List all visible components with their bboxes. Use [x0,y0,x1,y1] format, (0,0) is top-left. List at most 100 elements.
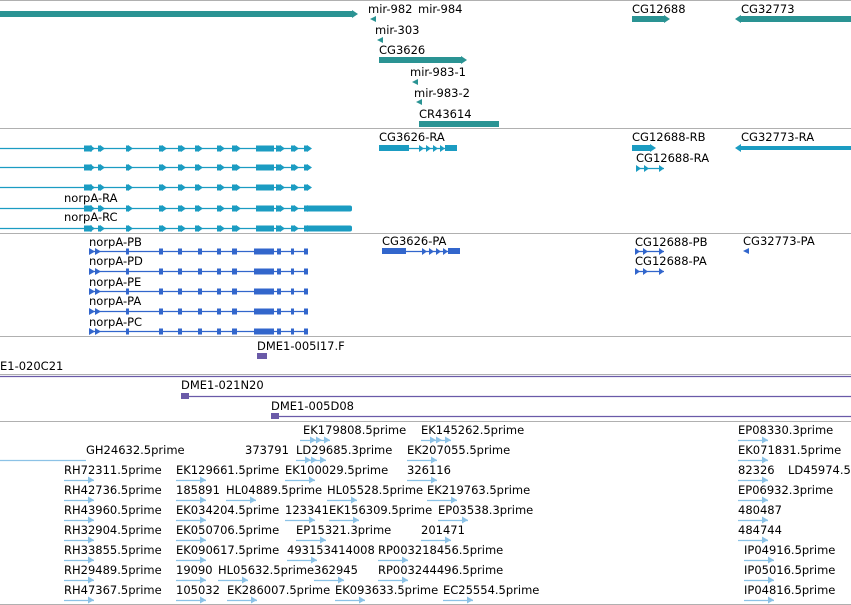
strand-arrow [436,436,442,444]
ek071831-5prime-label: EK071831.5prime [738,443,841,457]
cg12688-glyph[interactable] [632,16,664,22]
norpa-pe-label: norpA-PE [89,275,141,289]
norpa-pd-label: norpA-PD [89,254,143,268]
exon-block [382,248,406,254]
strand-arrow [89,268,101,275]
norpa-rc-glyph[interactable] [0,225,352,232]
ek219763-5prime-label: EK219763.5prime [427,483,530,497]
ek286007-5prime-label: EK286007.5prime [227,583,330,597]
hl05632-5prime-label: HL05632.5prime [218,563,314,577]
norpa-pd-glyph[interactable] [89,268,308,275]
exon-block [178,225,182,232]
norpa-pe-glyph[interactable] [89,288,308,295]
strand-arrow [280,225,285,232]
strand-arrow [181,225,186,232]
rp003244496-5prime-label: RP003244496.5prime [378,563,503,577]
cr43614-label: CR43614 [419,107,472,121]
transcripts-feature-1-glyph[interactable] [0,164,312,171]
cg12688-rb-glyph[interactable] [632,145,650,151]
exon-block [291,145,294,152]
ep15321-3prime-label: EP15321.3prime [296,523,391,537]
strand-arrow [88,556,94,564]
norpa-pa-glyph[interactable] [89,308,308,315]
strand-arrow [200,536,206,544]
strand-arrow [162,205,167,212]
strand-arrow [220,205,225,212]
cds-block [198,248,202,255]
strand-arrow [200,556,206,564]
ek129661-5prime-label: EK129661.5prime [176,463,279,477]
cds-block [178,268,182,275]
dme1-005i17-f-glyph[interactable] [257,353,267,359]
mir-303-label: mir-303 [375,23,420,37]
hl04889-5prime-label: HL04889.5prime [226,483,322,497]
strand-arrow [90,145,95,152]
cds-block [277,288,281,295]
norpa-pb-glyph[interactable] [89,248,308,255]
strand-arrow [162,225,167,232]
cds-block [277,268,281,275]
exon-block [217,164,221,171]
norpa-ra-glyph[interactable] [0,205,352,212]
rh47367-5prime-label: RH47367.5prime [64,583,162,597]
326116-label: 326116 [407,463,451,477]
norpa-pc-glyph[interactable] [89,328,308,335]
strand-arrow [181,164,186,171]
cg12688-pa-glyph[interactable] [635,268,664,275]
strand-arrow [430,436,436,444]
exon-block [291,184,294,191]
cds-block [304,328,308,335]
mir-982-glyph [370,16,376,22]
norpa-pb-label: norpA-PB [89,235,142,249]
rh42736-5prime-label: RH42736.5prime [64,483,162,497]
cg3626-ra-glyph[interactable] [379,145,457,152]
rh33855-5prime-label: RH33855.5prime [64,543,162,557]
exon-block [178,205,182,212]
exon-block [304,164,308,171]
exon-block [232,205,237,212]
norpa-ra-label: norpA-RA [64,191,118,205]
mir-984-label: mir-984 [418,2,463,16]
utr-block [304,225,352,232]
strand-arrow [90,164,95,171]
strand-arrow [353,516,359,524]
cg12688-pb-glyph[interactable] [635,248,664,255]
exon-block [195,145,199,152]
strand-arrow [650,144,656,152]
cg3626-pa-glyph[interactable] [382,248,460,255]
strand-arrow [320,536,326,544]
strand-arrow [644,165,649,172]
strand-arrow [445,536,451,544]
exon-block [256,164,274,171]
strand-arrow [89,328,101,335]
strand-arrow [200,496,206,504]
strand-arrow [436,248,441,255]
transcripts-feature-0-glyph[interactable] [0,145,312,152]
cg32773-ra-glyph[interactable] [741,146,851,150]
track-clone-end: DME1-005I17.F [257,339,345,359]
cds-block [217,268,221,275]
dme1-021n20-label: DME1-021N20 [181,378,264,392]
e1-020c21-label: E1-020C21 [0,359,63,373]
cg32773-pa-glyph [743,248,749,254]
cds-block [277,248,281,255]
cg32773-glyph[interactable] [741,16,851,22]
cg12688-ra-glyph[interactable] [636,165,664,172]
strand-arrow [451,496,457,504]
cds-block [217,288,221,295]
gene-span-feature-0-glyph[interactable] [0,11,352,17]
cds-block [159,268,163,275]
cr43614-glyph[interactable] [419,121,499,127]
exon-block [379,145,409,151]
strand-arrow [250,496,256,504]
strand-arrow [276,164,281,171]
strand-arrow [88,596,94,604]
cds-block [217,328,221,335]
exon-block [84,225,92,232]
transcripts-feature-2-glyph[interactable] [0,184,312,191]
mir-983-2-glyph [416,99,422,105]
cds-block [232,268,237,275]
cds-block [217,248,221,255]
cg3626-glyph[interactable] [379,57,461,63]
